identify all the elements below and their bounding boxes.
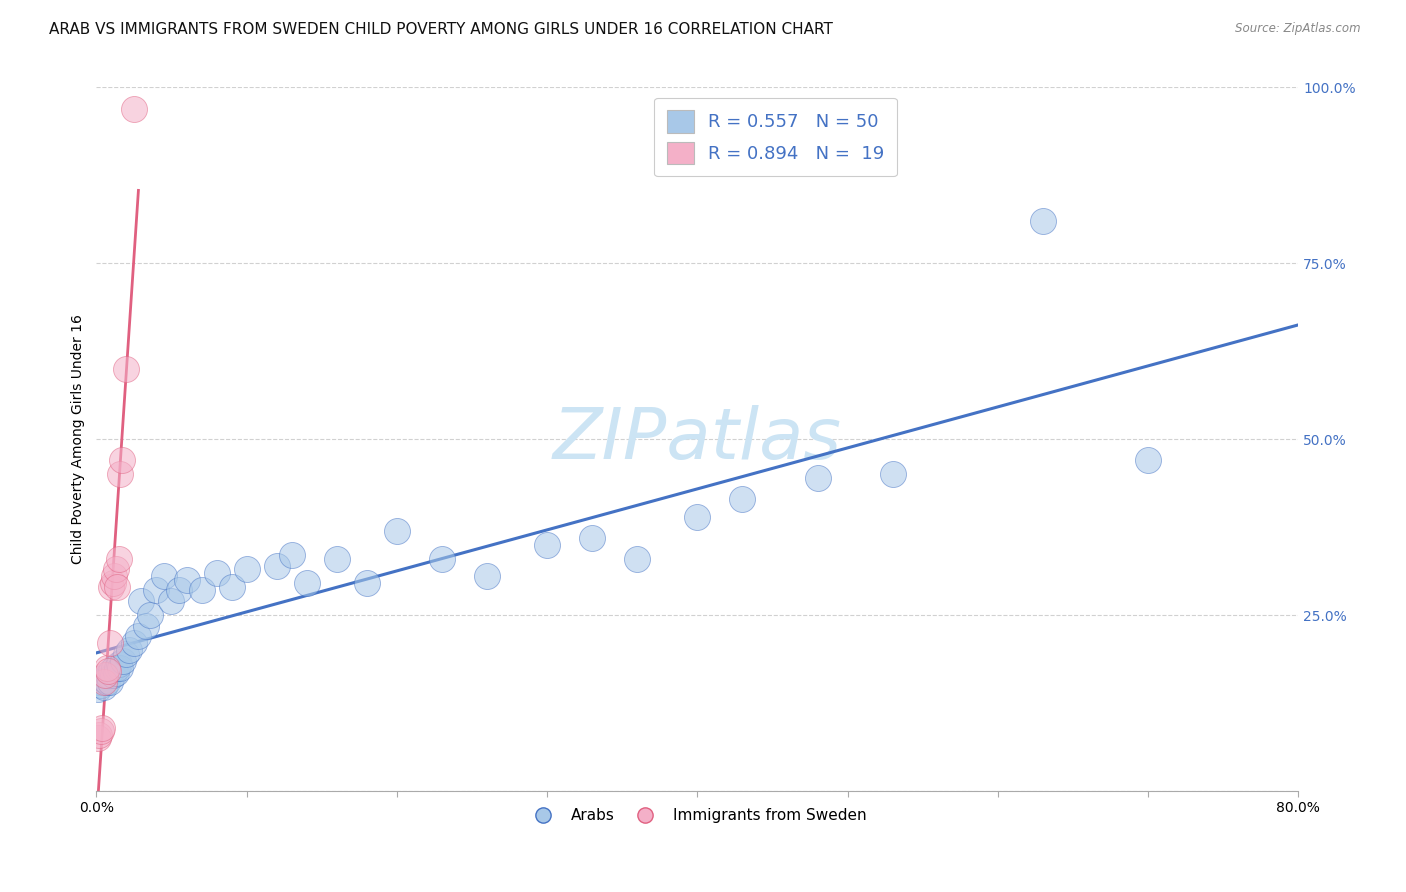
Point [97, 665, 120, 679]
Point [89, 728, 111, 742]
Point [94, 673, 117, 687]
Point [110, 661, 132, 675]
Point [131, 594, 153, 608]
Point [205, 566, 228, 580]
Point [100, 665, 122, 679]
Point [122, 102, 145, 116]
Point [135, 618, 157, 632]
Point [266, 558, 288, 573]
Point [98, 674, 121, 689]
Point [153, 569, 176, 583]
Point [280, 548, 302, 562]
Point [101, 576, 124, 591]
Point [90, 678, 112, 692]
Point [91, 672, 114, 686]
Point [626, 551, 648, 566]
Text: Source: ZipAtlas.com: Source: ZipAtlas.com [1236, 22, 1361, 36]
Point [96, 661, 118, 675]
Point [356, 576, 378, 591]
Point [1032, 214, 1054, 228]
Point [536, 538, 558, 552]
Point [112, 654, 135, 668]
Point [87, 681, 110, 696]
Point [475, 569, 498, 583]
Point [105, 661, 128, 675]
Point [103, 661, 125, 675]
Point [96, 674, 118, 689]
Point [103, 569, 125, 583]
Point [111, 453, 134, 467]
Y-axis label: Child Poverty Among Girls Under 16: Child Poverty Among Girls Under 16 [72, 314, 86, 564]
Point [104, 562, 127, 576]
Point [93, 674, 115, 689]
Point [139, 608, 162, 623]
Point [295, 576, 318, 591]
Point [122, 636, 145, 650]
Point [221, 580, 243, 594]
Point [145, 583, 167, 598]
Point [235, 562, 257, 576]
Point [115, 647, 138, 661]
Point [581, 531, 603, 545]
Point [430, 551, 453, 566]
Point [167, 583, 190, 598]
Point [101, 668, 124, 682]
Point [118, 643, 141, 657]
Point [1137, 453, 1160, 467]
Point [104, 665, 127, 680]
Point [108, 657, 131, 672]
Point [127, 629, 149, 643]
Point [731, 491, 754, 506]
Legend: Arabs, Immigrants from Sweden: Arabs, Immigrants from Sweden [522, 802, 873, 829]
Point [90, 724, 112, 739]
Text: ZIPatlas: ZIPatlas [553, 405, 842, 474]
Point [98, 636, 121, 650]
Point [176, 573, 198, 587]
Point [89, 674, 111, 689]
Point [108, 551, 131, 566]
Point [160, 594, 183, 608]
Point [94, 668, 117, 682]
Point [87, 731, 110, 746]
Point [105, 580, 128, 594]
Point [93, 680, 115, 694]
Point [97, 668, 120, 682]
Text: ARAB VS IMMIGRANTS FROM SWEDEN CHILD POVERTY AMONG GIRLS UNDER 16 CORRELATION CH: ARAB VS IMMIGRANTS FROM SWEDEN CHILD POV… [49, 22, 834, 37]
Point [91, 721, 114, 735]
Point [326, 551, 349, 566]
Point [115, 361, 138, 376]
Point [110, 467, 132, 482]
Point [190, 583, 212, 598]
Point [100, 580, 122, 594]
Point [806, 471, 828, 485]
Point [882, 467, 904, 482]
Point [385, 524, 408, 538]
Point [686, 509, 709, 524]
